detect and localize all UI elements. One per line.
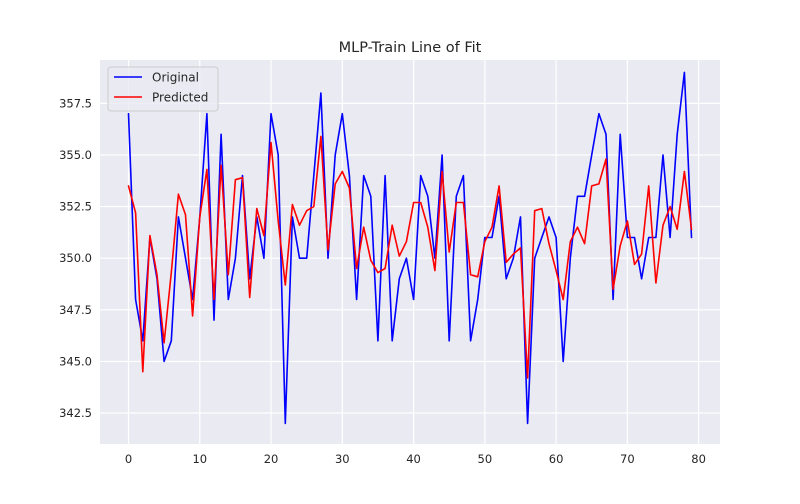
x-tick-label: 60: [549, 452, 564, 466]
chart-title: MLP-Train Line of Fit: [339, 40, 482, 56]
y-tick-label: 350.0: [59, 251, 92, 265]
legend-label-original: Original: [152, 71, 199, 85]
legend-box: [107, 66, 219, 112]
tick-labels: 0 10 20 30 40 50 60 70 80 342.5 345.0 347.5 350.0 352…: [59, 96, 706, 466]
grid-lines: [100, 60, 720, 444]
x-tick-label: 0: [125, 452, 132, 466]
x-tick-label: 30: [335, 452, 350, 466]
x-tick-label: 70: [620, 452, 635, 466]
legend-label-predicted: Predicted: [152, 91, 208, 105]
y-tick-label: 352.5: [59, 200, 92, 214]
x-tick-label: 50: [478, 452, 493, 466]
y-tick-label: 342.5: [59, 406, 92, 420]
y-tick-label: 357.5: [59, 96, 92, 110]
y-tick-label: 345.0: [59, 354, 92, 368]
y-tick-label: 355.0: [59, 148, 92, 162]
legend: Original Predicted: [107, 66, 219, 112]
x-tick-label: 40: [406, 452, 421, 466]
series-line-original: [127, 71, 693, 425]
series-line-predicted: [127, 135, 693, 379]
x-tick-label: 80: [691, 452, 706, 466]
plot-area: [100, 60, 720, 444]
x-tick-label: 20: [264, 452, 279, 466]
y-tick-label: 347.5: [59, 303, 92, 317]
series-lines: [127, 71, 693, 425]
x-tick-label: 10: [192, 452, 207, 466]
